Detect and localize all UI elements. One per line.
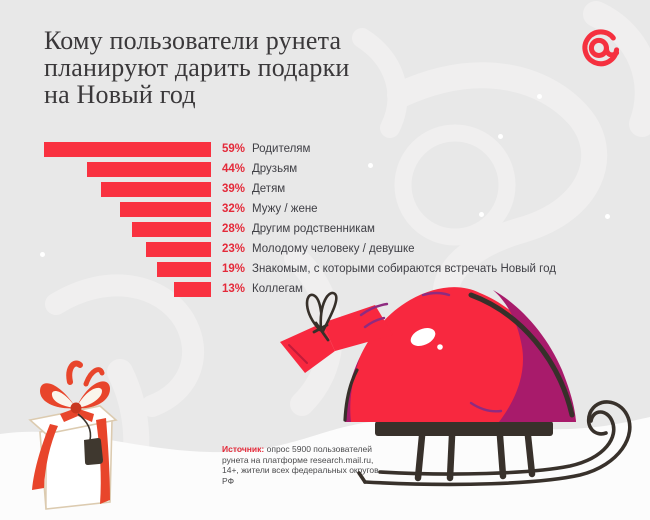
bar [131, 221, 211, 237]
bar-category-label: Молодому человеку / девушке [252, 243, 415, 255]
bar [120, 201, 211, 217]
bar-chart: 59% Родителям 44% Друзьям 39% Детям 32% Мужу / … [44, 139, 556, 299]
source-prefix: Источник: [222, 444, 265, 454]
bar-value-label: 32% [222, 203, 246, 215]
bar-track [44, 201, 211, 217]
bar [157, 261, 211, 277]
bar [100, 181, 211, 197]
bar-value-label: 13% [222, 283, 246, 295]
bar-category-label: Другим родственникам [252, 223, 375, 235]
snow-dot [605, 214, 610, 219]
bar-category-label: Знакомым, с которыми собираются встречат… [252, 263, 556, 275]
bar-category-label: Родителям [252, 143, 311, 155]
bar-track [44, 221, 211, 237]
bar-chart-rows: 59% Родителям 44% Друзьям 39% Детям 32% Мужу / … [44, 139, 556, 299]
snow-dot [368, 163, 373, 168]
title-line: планируют дарить подарки [44, 53, 350, 82]
chart-row: 13% Коллегам [44, 279, 556, 299]
bar-category-label: Коллегам [252, 283, 303, 295]
bar-value-label: 23% [222, 243, 246, 255]
gift-sack-on-sled-illustration [280, 287, 632, 487]
gift-box-illustration [28, 360, 118, 510]
chart-row: 59% Родителям [44, 139, 556, 159]
snow-dot [537, 94, 542, 99]
bar-value-label: 39% [222, 183, 246, 195]
title-line: на Новый год [44, 80, 196, 109]
bar-track [44, 181, 211, 197]
bar-value-label: 59% [222, 143, 246, 155]
bar-category-label: Детям [252, 183, 286, 195]
bar-track [44, 241, 211, 257]
bar-value-label: 19% [222, 263, 246, 275]
chart-row: 23% Молодому человеку / девушке [44, 239, 556, 259]
mail-ru-at-logo-icon [582, 29, 620, 67]
snow-dot [498, 134, 503, 139]
chart-row: 19% Знакомым, с которыми собираются встре… [44, 259, 556, 279]
page-title: Кому пользователи рунета планируют дарит… [44, 27, 350, 108]
chart-row: 44% Друзьям [44, 159, 556, 179]
source-text: опрос 5900 пользователей рунета на платф… [222, 444, 379, 486]
bar-category-label: Мужу / жене [252, 203, 318, 215]
bar-track [44, 281, 211, 297]
snow-dot [479, 212, 484, 217]
chart-row: 28% Другим родственникам [44, 219, 556, 239]
bar [174, 281, 211, 297]
bar-value-label: 28% [222, 223, 246, 235]
chart-row: 39% Детям [44, 179, 556, 199]
bar [44, 141, 211, 157]
snow-dot [40, 252, 45, 257]
chart-row: 32% Мужу / жене [44, 199, 556, 219]
bar-value-label: 44% [222, 163, 246, 175]
bar [86, 161, 211, 177]
bar [145, 241, 211, 257]
source-note: Источник: опрос 5900 пользователей рунет… [222, 444, 386, 486]
bar-track [44, 141, 211, 157]
bar-category-label: Друзьям [252, 163, 298, 175]
bar-track [44, 261, 211, 277]
title-line: Кому пользователи рунета [44, 26, 342, 55]
bar-track [44, 161, 211, 177]
